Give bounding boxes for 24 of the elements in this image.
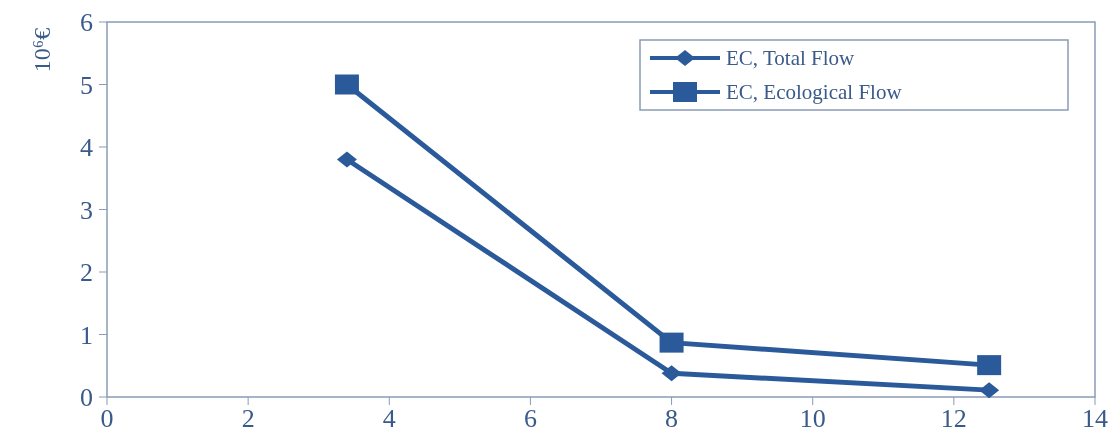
legend-label: EC, Ecological Flow [726,80,903,105]
y-tick-label: 1 [80,320,93,350]
point [334,74,359,95]
point [977,355,1002,376]
point [661,365,682,382]
x-tick-label: 10 [799,403,826,432]
point [659,332,684,353]
x-tick-label: 8 [665,403,679,432]
x-tick-label: 0 [100,403,114,432]
y-tick-label: 6 [80,8,93,38]
y-tick-label: 2 [80,258,93,288]
y-axis-title: 10⁶€ [29,27,55,73]
y-tick-label: 0 [80,383,93,413]
x-tick-label: 4 [382,403,396,432]
y-tick-label: 3 [80,195,93,225]
x-tick-label: 6 [523,403,537,432]
x-tick-label: 12 [940,403,967,432]
point [979,382,1000,399]
x-tick-label: 14 [1082,403,1108,432]
y-tick-label: 4 [80,133,93,163]
legend-label: EC, Total Flow [726,46,856,71]
y-tick-label: 5 [80,70,93,100]
point [336,151,357,168]
x-tick-label: 2 [241,403,255,432]
